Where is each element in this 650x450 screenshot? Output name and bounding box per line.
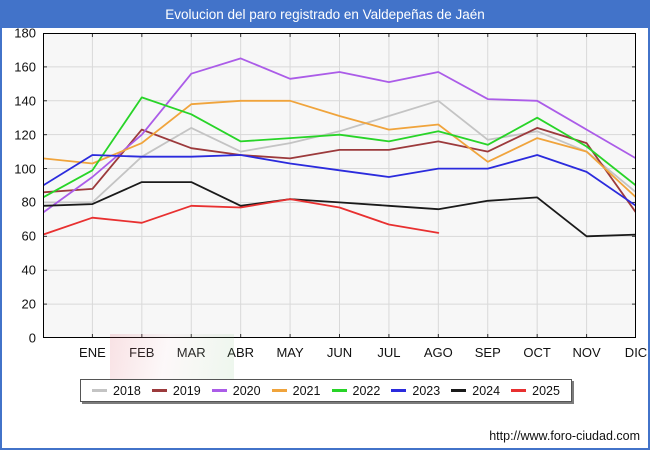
legend-swatch-2024 xyxy=(451,389,467,392)
x-axis-label-sep: SEP xyxy=(474,345,501,360)
legend-label-2022: 2022 xyxy=(352,383,381,398)
legend-item-2019: 2019 xyxy=(151,383,201,398)
legend-item-2025: 2025 xyxy=(511,384,560,398)
legend-swatch-2025 xyxy=(511,389,527,392)
legend-swatch-2018 xyxy=(92,389,107,392)
x-axis-label-abr: ABR xyxy=(227,345,255,360)
plot-area: 0 20 40 60 80 100 120 140 160 180 ENE FEB MAR ABR MAY… xyxy=(14,26,647,361)
legend: 2018 2019 2020 2021 2022 2023 2024 2025 xyxy=(80,379,572,402)
legend-label-2020: 2020 xyxy=(232,383,261,398)
series-line-2020 xyxy=(43,57,636,214)
plot-svg xyxy=(43,33,636,338)
y-axis-label-40: 40 xyxy=(21,262,36,278)
series-line-2025 xyxy=(43,198,440,236)
footer-url[interactable]: http://www.foro-ciudad.com xyxy=(489,429,640,443)
y-axis-label-0: 0 xyxy=(28,330,36,346)
legend-item-2024: 2024 xyxy=(451,384,500,398)
series-line-2022 xyxy=(43,96,636,199)
legend-item-2022: 2022 xyxy=(331,383,381,398)
legend-swatch-2021 xyxy=(271,389,287,392)
legend-label-2021: 2021 xyxy=(292,383,321,398)
series-line-2021 xyxy=(43,99,636,199)
legend-item-2023: 2023 xyxy=(391,384,440,398)
x-axis-label-dic: DIC xyxy=(624,345,648,360)
legend-label-2018: 2018 xyxy=(113,383,141,398)
series-line-2024 xyxy=(43,181,636,238)
y-axis-label-60: 60 xyxy=(21,228,36,244)
y-axis-label-120: 120 xyxy=(14,127,36,143)
legend-swatch-2020 xyxy=(211,389,227,392)
legend-swatch-2019 xyxy=(151,389,167,392)
y-axis-label-140: 140 xyxy=(14,93,36,109)
plot-border xyxy=(43,33,636,338)
y-axis-label-100: 100 xyxy=(14,161,36,177)
y-axis-label-20: 20 xyxy=(21,296,36,312)
legend-label-2019: 2019 xyxy=(172,383,201,398)
y-axis-label-80: 80 xyxy=(21,194,36,210)
legend-swatch-2023 xyxy=(391,389,407,392)
x-axis-label-jun: JUN xyxy=(326,345,353,360)
x-axis-label-feb: FEB xyxy=(129,345,154,360)
legend-item-2020: 2020 xyxy=(211,383,261,398)
legend-item-2018: 2018 xyxy=(92,384,141,398)
legend-label-2024: 2024 xyxy=(472,383,501,398)
legend-swatch-2022 xyxy=(331,389,347,392)
series-line-2023 xyxy=(43,154,636,207)
x-axis-label-may: MAY xyxy=(276,345,304,360)
y-axis-label-160: 160 xyxy=(14,59,36,75)
x-axis-label-ene: ENE xyxy=(79,345,106,360)
x-axis-label-nov: NOV xyxy=(572,345,601,360)
series-line-2019 xyxy=(43,127,636,214)
x-axis-label-mar: MAR xyxy=(177,345,206,360)
legend-item-2021: 2021 xyxy=(271,383,321,398)
x-axis-label-oct: OCT xyxy=(523,345,551,360)
y-axis-label-180: 180 xyxy=(14,25,36,41)
legend-label-2025: 2025 xyxy=(532,383,560,398)
legend-label-2023: 2023 xyxy=(412,383,441,398)
x-axis-label-jul: JUL xyxy=(377,345,401,360)
x-axis-label-ago: AGO xyxy=(423,345,453,360)
chart-title: Evolucion del paro registrado en Valdepe… xyxy=(2,2,648,28)
